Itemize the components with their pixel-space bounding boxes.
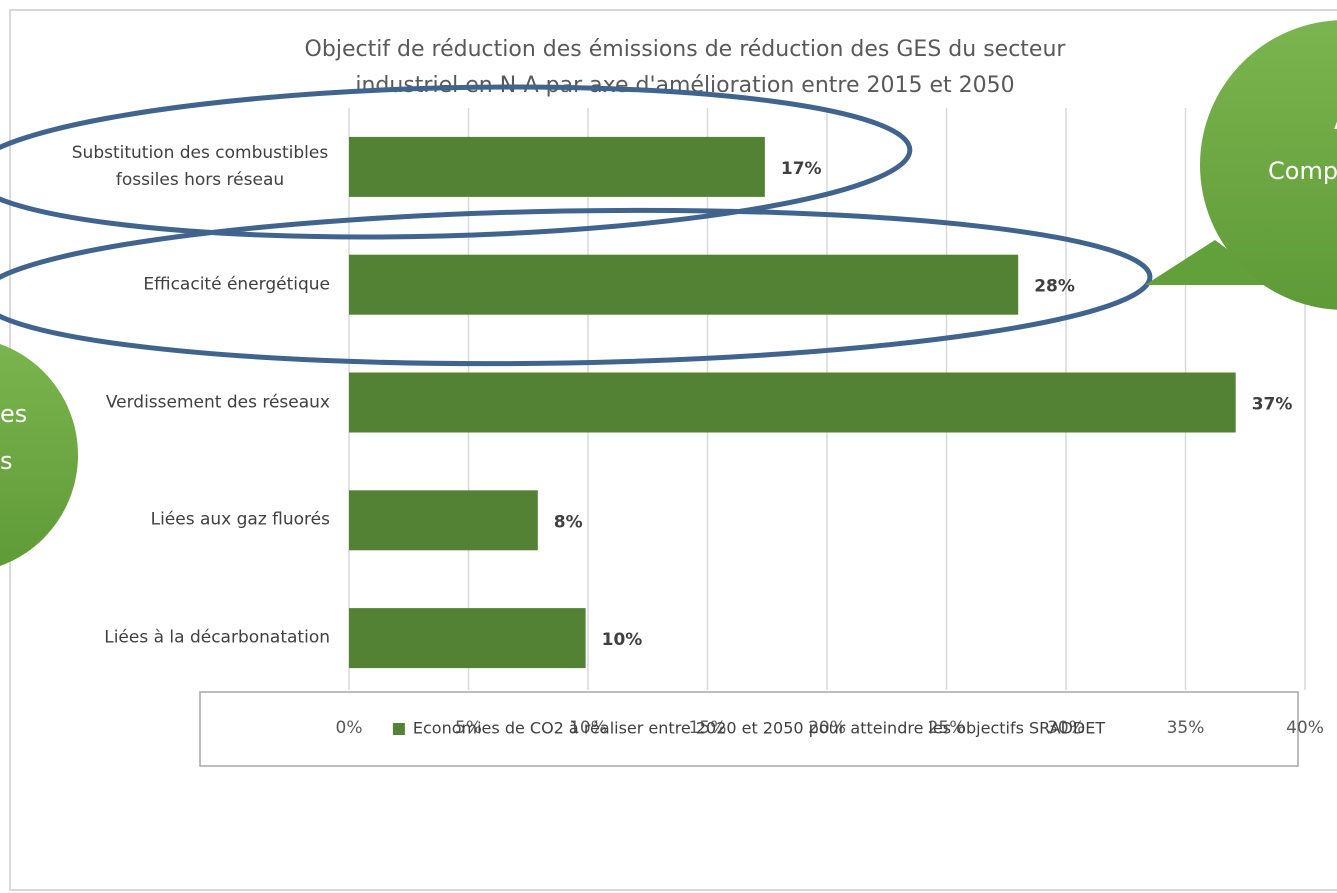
category-label: Efficacité énergétique: [10, 271, 330, 298]
legend-swatch: [392, 723, 405, 735]
legend-label: Economies de CO2 à réaliser entre 2020 e…: [413, 719, 1105, 738]
bar: [349, 254, 1019, 315]
x-tick-label: 5%: [455, 718, 482, 738]
x-tick-label: 35%: [1167, 718, 1205, 738]
value-label: 28%: [1034, 277, 1075, 297]
category-text: Liées à la décarbonatation: [104, 627, 330, 648]
category-label: Liées à la décarbonatation: [10, 625, 330, 652]
category-label: Verdissement des réseaux: [10, 389, 330, 416]
category-label: Substitution des combustibles fossiles h…: [10, 140, 330, 194]
value-label: 17%: [781, 159, 822, 179]
x-tick-label: 10%: [569, 718, 607, 738]
x-tick-label: 40%: [1286, 718, 1324, 738]
category-label: Liées aux gaz fluorés: [10, 507, 330, 534]
x-tick-label: 30%: [1047, 718, 1085, 738]
x-tick-label: 15%: [689, 718, 727, 738]
value-label: 8%: [554, 512, 583, 532]
value-label: 37%: [1252, 395, 1293, 415]
x-tick-label: 0%: [336, 718, 363, 738]
category-text: Efficacité énergétique: [143, 274, 330, 295]
chart-title: Objectif de réduction des émissions de r…: [305, 37, 1067, 62]
bar: [349, 372, 1236, 433]
x-tick-label: 20%: [808, 718, 846, 738]
legend-box: [199, 691, 1299, 767]
category-text: Liées aux gaz fluorés: [150, 509, 330, 530]
category-text: Substitution des combustibles fossiles h…: [71, 142, 329, 190]
x-tick-label: 25%: [928, 718, 966, 738]
value-label: 10%: [602, 630, 643, 650]
category-text: Verdissement des réseaux: [105, 392, 330, 412]
bar: [349, 490, 538, 551]
bar: [349, 608, 586, 669]
chart-title: industriel en N-A par axe d'amélioration…: [355, 73, 1014, 98]
bar: [349, 136, 765, 197]
